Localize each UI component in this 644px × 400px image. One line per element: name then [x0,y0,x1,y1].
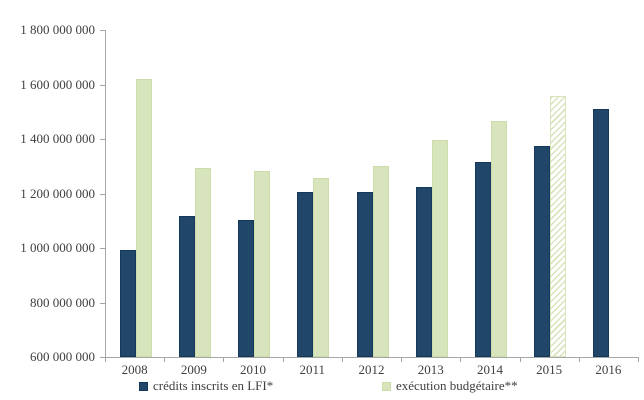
y-tick-label-600000000: 600 000 000 [30,349,95,364]
bar-2010-execution [254,171,271,357]
legend-swatch-lfi-icon [139,381,148,391]
legend-label-lfi: crédits inscrits en LFI* [153,378,274,393]
x-tick-mark [460,358,462,362]
y-tick-label-800000000: 800 000 000 [30,294,95,310]
y-tick-mark [100,30,105,31]
bar-2015-execution [550,96,567,357]
x-tick-label-2014: 2014 [476,362,503,377]
x-tick-mark [164,358,166,362]
legend-label-execution: exécution budgétaire** [396,378,518,393]
chart-legend: crédits inscrits en LFI* exécution budgé… [0,378,644,398]
bar-2014-execution [490,121,507,357]
legend-swatch-execution-icon [382,381,391,391]
y-tick-mark [100,84,105,86]
y-tick-label-1000000000: 1 000 000 000 [20,240,95,255]
bar-2016-lfi [593,109,610,357]
y-tick-label-1400000000: 1 400 000 000 [20,131,95,146]
bar-2012-lfi [356,192,373,357]
y-tick-mark [100,193,105,195]
x-tick-mark [578,358,580,362]
bar-2010-lfi [238,220,255,357]
y-tick-label-1800000000: 1 800 000 000 [20,22,95,37]
legend-item-lfi: crédits inscrits en LFI* [139,378,273,394]
x-tick-label-2008: 2008 [121,362,148,377]
bar-2012-execution [372,166,389,357]
x-tick-mark [341,358,343,362]
y-tick-label-1200000000: 1 200 000 000 [20,185,95,201]
bar-2013-execution [431,140,448,357]
y-tick-label-1600000000: 1 600 000 000 [20,76,95,92]
x-tick-label-2015: 2015 [536,362,563,377]
bar-2008-lfi [119,250,136,357]
y-tick-mark [100,302,105,304]
x-tick-label-2013: 2013 [417,362,444,377]
x-tick-label-2016: 2016 [595,362,622,377]
x-tick-mark [105,358,106,362]
x-tick-mark [282,358,284,362]
y-tick-mark [100,248,105,249]
bar-2015-lfi [534,146,551,357]
bar-2011-execution [313,178,330,357]
y-tick-mark [100,357,105,358]
x-tick-mark [223,358,225,362]
legend-item-execution: exécution budgétaire** [382,378,518,394]
plot-area [105,30,639,358]
x-tick-label-2011: 2011 [299,362,326,377]
x-tick-mark [519,358,521,362]
bar-2014-lfi [474,162,491,357]
x-tick-mark [638,358,639,362]
bar-2013-lfi [415,187,432,357]
x-tick-label-2009: 2009 [180,362,207,377]
x-tick-label-2010: 2010 [240,362,267,377]
bar-2011-lfi [297,192,314,357]
bar-2009-lfi [178,216,195,357]
bar-2008-execution [135,79,152,357]
x-tick-label-2012: 2012 [358,362,385,377]
y-tick-mark [100,139,105,140]
x-tick-mark [401,358,403,362]
bar-2009-execution [194,168,211,357]
